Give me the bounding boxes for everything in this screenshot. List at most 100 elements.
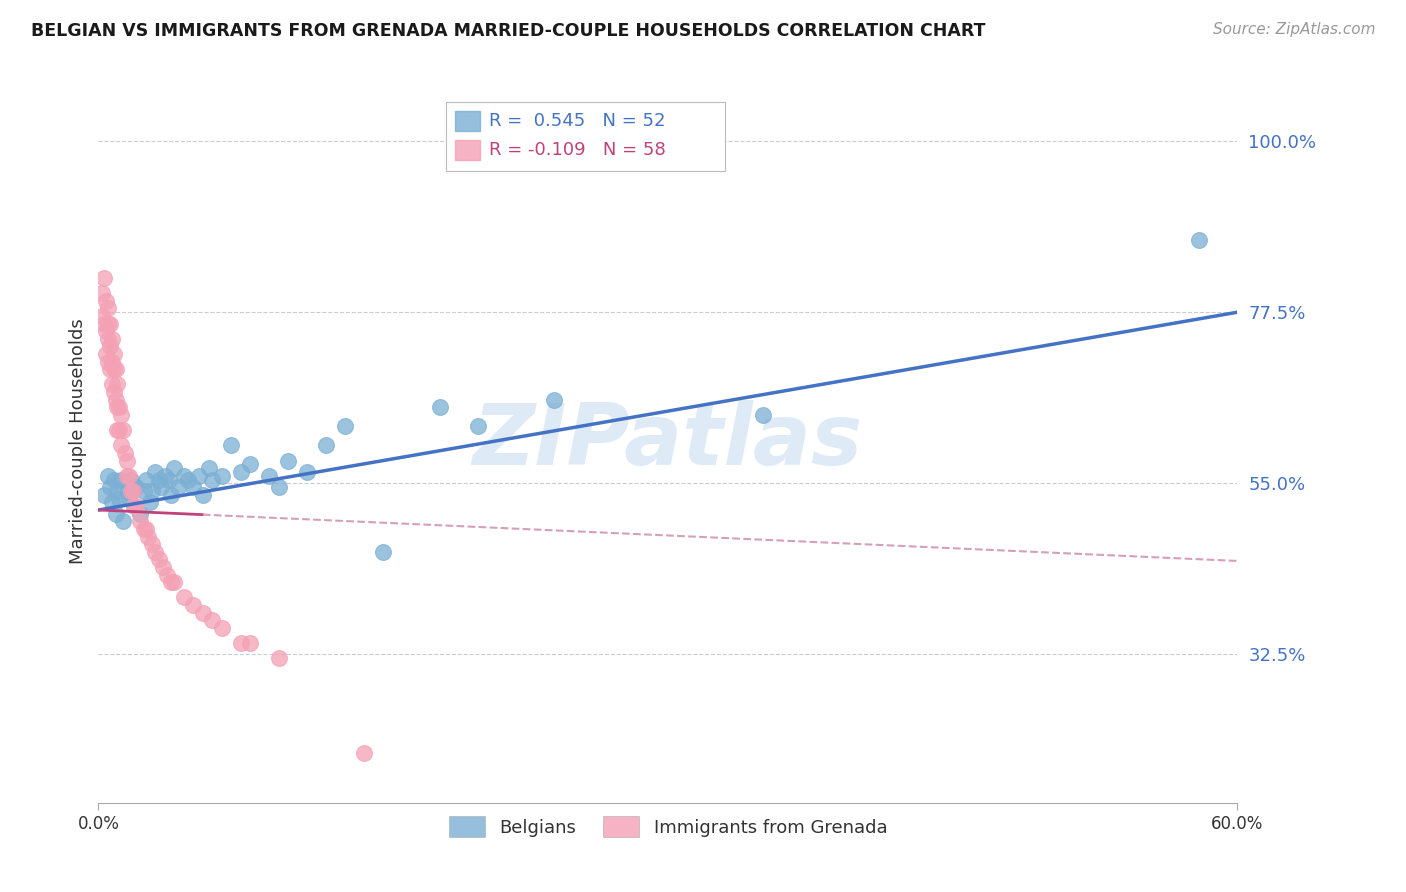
Point [104, 392, 127, 407]
Point [239, 458, 262, 472]
Point [110, 408, 132, 422]
Point [103, 473, 125, 487]
Point [148, 473, 170, 487]
Point [107, 423, 129, 437]
Point [543, 392, 565, 407]
Point [114, 446, 136, 460]
Point [173, 591, 195, 605]
Point [183, 598, 205, 612]
Point [129, 515, 152, 529]
Point [429, 401, 451, 415]
Point [93, 488, 115, 502]
Point [107, 401, 129, 415]
Point [115, 468, 138, 483]
Point [163, 461, 186, 475]
Point [353, 747, 375, 761]
Point [97, 301, 120, 316]
Point [188, 468, 211, 483]
Text: BELGIAN VS IMMIGRANTS FROM GRENADA MARRIED-COUPLE HOUSEHOLDS CORRELATION CHART: BELGIAN VS IMMIGRANTS FROM GRENADA MARRI… [31, 22, 986, 40]
Point [167, 480, 190, 494]
Point [97, 317, 120, 331]
Point [183, 480, 205, 494]
Point [153, 468, 176, 483]
Point [159, 488, 181, 502]
Point [752, 408, 775, 422]
Point [103, 362, 125, 376]
Point [103, 347, 125, 361]
Point [98, 480, 121, 494]
Point [100, 354, 122, 368]
Point [157, 473, 180, 487]
Point [297, 465, 319, 479]
Point [100, 495, 122, 509]
Point [176, 473, 198, 487]
Point [108, 423, 131, 437]
FancyBboxPatch shape [456, 139, 479, 160]
Point [98, 362, 121, 376]
Point [239, 636, 262, 650]
Point [94, 293, 117, 308]
Point [138, 495, 160, 509]
Point [145, 465, 167, 479]
Point [159, 575, 181, 590]
Point [277, 453, 299, 467]
Y-axis label: Married-couple Households: Married-couple Households [69, 318, 87, 565]
Point [211, 468, 233, 483]
Point [115, 453, 138, 467]
Point [93, 271, 115, 285]
Point [197, 461, 219, 475]
Point [150, 480, 173, 494]
Point [97, 354, 120, 368]
Point [108, 401, 131, 415]
Point [125, 499, 148, 513]
Point [120, 483, 142, 498]
Point [163, 575, 186, 590]
Point [97, 332, 120, 346]
Point [173, 468, 195, 483]
Point [98, 339, 121, 353]
Point [221, 438, 243, 452]
Point [201, 613, 224, 627]
Legend: Belgians, Immigrants from Grenada: Belgians, Immigrants from Grenada [441, 809, 894, 845]
Point [315, 438, 337, 452]
Text: ZIPatlas: ZIPatlas [472, 400, 863, 483]
Point [125, 480, 148, 494]
Point [467, 419, 489, 434]
Point [110, 473, 132, 487]
FancyBboxPatch shape [446, 102, 725, 170]
Point [229, 636, 252, 650]
Point [108, 491, 131, 506]
Point [112, 515, 135, 529]
Point [97, 468, 120, 483]
Text: Source: ZipAtlas.com: Source: ZipAtlas.com [1212, 22, 1375, 37]
Point [132, 522, 155, 536]
Point [120, 473, 142, 487]
FancyBboxPatch shape [456, 111, 479, 131]
Point [98, 317, 121, 331]
Point [100, 377, 122, 392]
Text: R =  0.545   N = 52: R = 0.545 N = 52 [489, 112, 665, 129]
Point [267, 651, 290, 665]
Point [124, 499, 146, 513]
Point [259, 468, 281, 483]
Point [371, 545, 394, 559]
Point [121, 483, 143, 498]
Point [1188, 233, 1211, 247]
Point [100, 332, 122, 346]
Point [267, 480, 290, 494]
Point [141, 483, 163, 498]
Point [201, 473, 224, 487]
Point [135, 522, 157, 536]
Point [229, 465, 252, 479]
Point [107, 377, 129, 392]
Point [141, 537, 163, 551]
Point [103, 385, 125, 400]
Point [152, 560, 174, 574]
Point [94, 347, 117, 361]
Point [110, 438, 132, 452]
Point [104, 362, 127, 376]
Point [124, 499, 146, 513]
Text: R = -0.109   N = 58: R = -0.109 N = 58 [489, 141, 666, 159]
Point [148, 552, 170, 566]
Point [121, 480, 143, 494]
